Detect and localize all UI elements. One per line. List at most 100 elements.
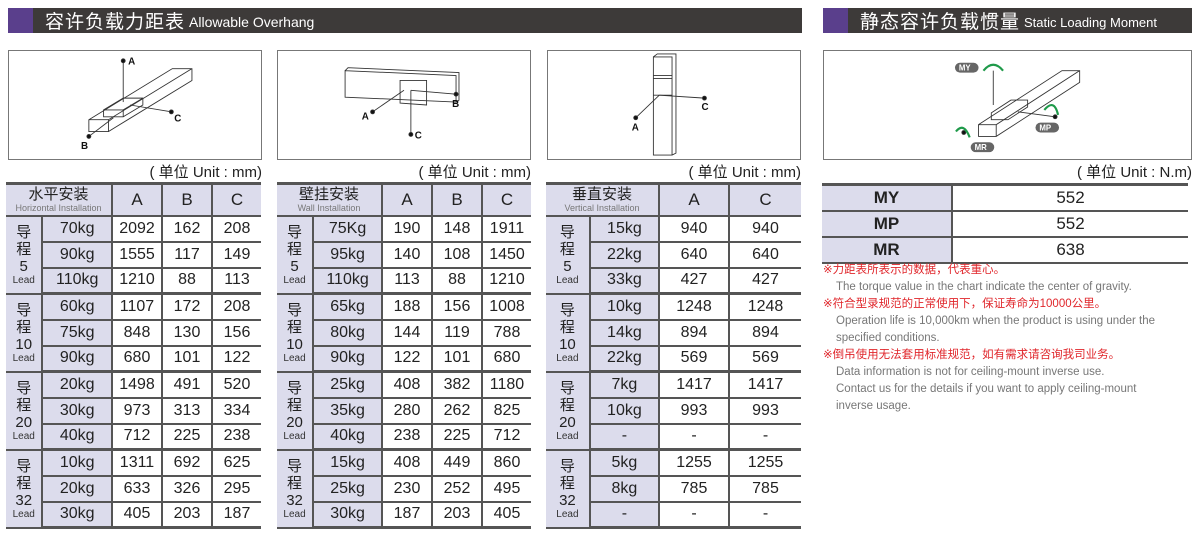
load-cell: 65kg	[313, 293, 383, 321]
section-title-cn: 容许负载力距表	[45, 12, 186, 33]
value-cell: 313	[162, 397, 213, 425]
value-cell: 491	[162, 371, 213, 399]
load-cell: 110kg	[313, 267, 383, 295]
value-cell: 108	[432, 241, 483, 269]
header-accent	[8, 8, 33, 33]
value-cell: 122	[212, 345, 261, 373]
lead-en: Lead	[283, 274, 306, 286]
load-cell: -	[589, 423, 661, 451]
table-row: 导程 20 Lead 7kg 1417 1417	[546, 371, 801, 451]
label-c: C	[701, 102, 708, 113]
lead-cell: 导程 32 Lead	[546, 449, 591, 529]
value-cell: 113	[382, 267, 433, 295]
note-cn: ※力距表所表示的数据，代表重心。	[823, 264, 1006, 276]
lead-cell: 导程 20 Lead	[277, 371, 315, 451]
value-cell: 405	[482, 501, 531, 529]
moment-key: MR	[822, 236, 953, 264]
column-header: B	[162, 182, 213, 217]
load-cell: 70kg	[42, 215, 113, 243]
note-cn: ※倒吊使用无法套用标准规范，如有需求请咨询我司业务。	[823, 349, 1121, 361]
value-cell: 427	[729, 267, 801, 295]
installation-en: Vertical Installation	[564, 202, 640, 213]
installation-header: 水平安装 Horizontal Installation	[6, 182, 113, 217]
lead-number: 10	[286, 335, 303, 353]
value-cell: 680	[482, 345, 531, 373]
moment-value: 552	[952, 184, 1188, 212]
column-header: C	[212, 182, 261, 217]
load-cell: 22kg	[589, 345, 661, 373]
value-cell: 1210	[482, 267, 531, 295]
value-cell: 1498	[112, 371, 163, 399]
installation-cn: 壁挂安装	[298, 185, 359, 203]
static-moment-diagram: MY MP MR	[823, 50, 1192, 160]
load-cell: 10kg	[589, 397, 661, 425]
value-cell: 187	[212, 501, 261, 529]
horizontal-installation-table: 水平安装 Horizontal Installation A B C 导程 5 Lead 70k…	[6, 182, 261, 529]
value-cell: 149	[212, 241, 261, 269]
lead-number: 10	[15, 335, 33, 353]
label-a: A	[128, 57, 135, 68]
load-cell: 7kg	[589, 371, 661, 399]
load-cell: 20kg	[42, 475, 113, 503]
table-row: 30kg 405 203 187	[6, 501, 261, 529]
table-row: 导程 20 Lead 25kg 408 382 1180	[277, 371, 531, 451]
column-header: A	[382, 182, 433, 217]
load-cell: 8kg	[589, 475, 661, 503]
table-row: ---	[546, 423, 801, 451]
lead-cn: 导程	[559, 223, 575, 258]
value-cell: 625	[212, 449, 261, 477]
table-row: 35kg 280 262 825	[277, 397, 531, 425]
value-cell: 520	[212, 371, 261, 399]
lead-en: Lead	[283, 352, 306, 364]
value-cell: 1555	[112, 241, 163, 269]
value-cell: 172	[162, 293, 213, 321]
value-cell: 156	[212, 319, 261, 347]
lead-number: 32	[286, 491, 303, 509]
moment-row: MR 638	[822, 236, 1188, 264]
section-title-cn: 静态容许负载惯量	[860, 12, 1021, 33]
value-cell: 101	[432, 345, 483, 373]
vertical-installation-table: 垂直安装 Vertical Installation A C 导程 5 Lead 15kg 94…	[546, 182, 801, 529]
table-row: 导程 10 Lead 10kg 1248 1248	[546, 293, 801, 373]
lead-cn: 导程	[287, 457, 303, 492]
table-row: 导程 5 Lead 75Kg 190 148 1911	[277, 215, 531, 295]
lead-cn: 导程	[559, 457, 575, 492]
table-row: 30kg 187 203 405	[277, 501, 531, 529]
value-cell: 640	[659, 241, 730, 269]
moment-row: MY 552	[822, 184, 1188, 212]
table-row: 导程 10 Lead 65kg 188 156 1008	[277, 293, 531, 373]
value-cell: 940	[729, 215, 801, 243]
load-cell: 35kg	[313, 397, 383, 425]
value-cell: 119	[432, 319, 483, 347]
value-cell: 203	[162, 501, 213, 529]
section-title-en: Static Loading Moment	[1024, 14, 1157, 30]
table-row: 30kg 973 313 334	[6, 397, 261, 425]
value-cell: 208	[212, 293, 261, 321]
value-cell: 130	[162, 319, 213, 347]
moment-row: MP 552	[822, 210, 1188, 238]
value-cell: 162	[162, 215, 213, 243]
load-cell: 60kg	[42, 293, 113, 321]
lead-en: Lead	[556, 508, 579, 520]
value-cell: 894	[729, 319, 801, 347]
value-cell: 230	[382, 475, 433, 503]
lead-cn: 导程	[287, 223, 303, 258]
value-cell: 1417	[659, 371, 730, 399]
lead-cn: 导程	[287, 379, 303, 414]
value-cell: 1911	[482, 215, 531, 243]
value-cell: 633	[112, 475, 163, 503]
table-row: 90kg 1555 117 149	[6, 241, 261, 269]
label-a: A	[362, 112, 369, 123]
column-header: C	[482, 182, 531, 217]
value-cell: 785	[659, 475, 730, 503]
note-cn: ※符合型录规范的正常使用下，保证寿命为10000公里。	[823, 298, 1107, 310]
value-cell: 225	[162, 423, 213, 451]
value-cell: 712	[482, 423, 531, 451]
value-cell: 122	[382, 345, 433, 373]
moment-value: 638	[952, 236, 1188, 264]
load-cell: 75kg	[42, 319, 113, 347]
note-en: Operation life is 10,000km when the prod…	[836, 315, 1155, 327]
lead-cn: 导程	[16, 223, 32, 258]
lead-en: Lead	[556, 352, 579, 364]
value-cell: -	[729, 501, 801, 529]
